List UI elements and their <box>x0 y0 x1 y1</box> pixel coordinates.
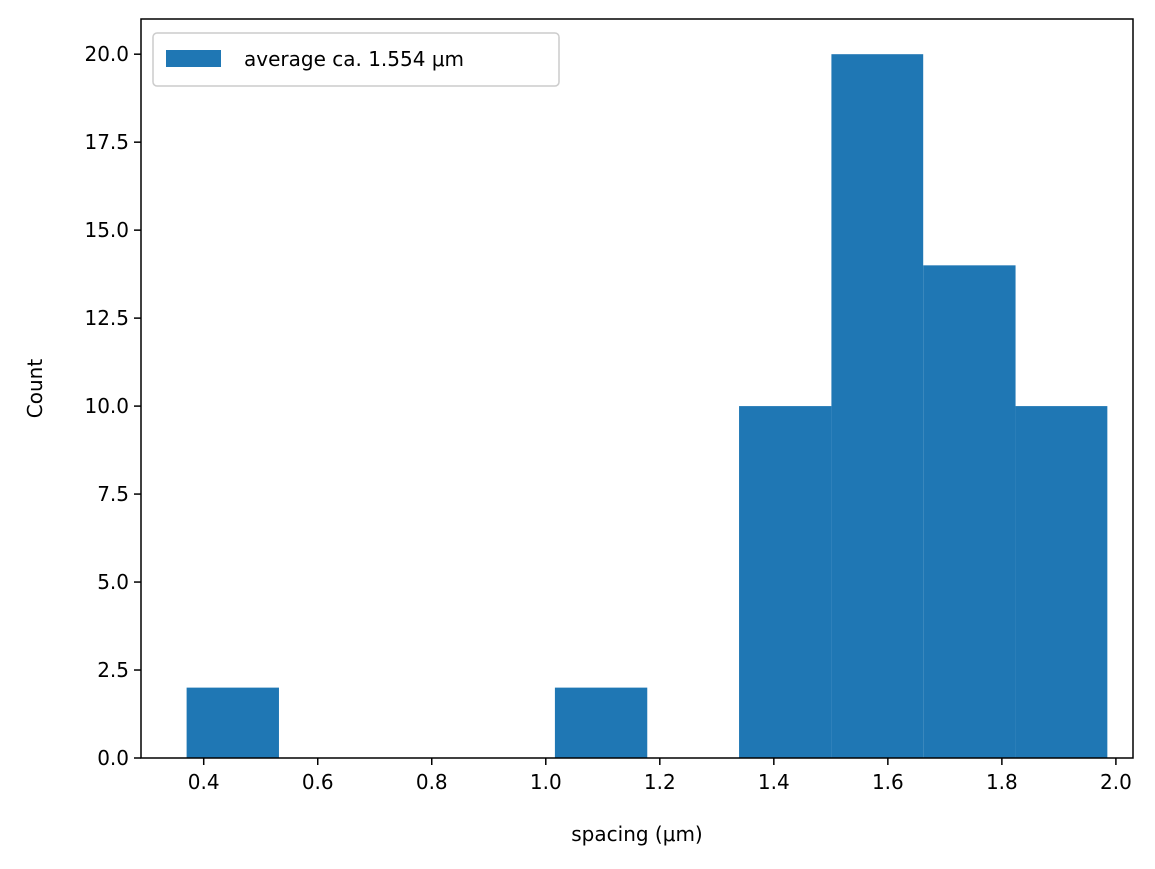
y-axis-ticks: 0.0 2.5 5.0 7.5 10.0 12.5 15.0 17.5 20.0 <box>84 42 141 770</box>
y-tick-label: 15.0 <box>84 218 129 242</box>
y-tick-label: 20.0 <box>84 42 129 66</box>
legend-box <box>152 32 560 87</box>
legend-label: average ca. 1.554 μm <box>244 47 464 71</box>
x-tick-label: 0.4 <box>188 770 220 794</box>
histogram-bar-4 <box>554 687 648 758</box>
histogram-bar-6 <box>739 406 832 758</box>
histogram-bar-8 <box>923 265 1016 758</box>
x-tick-label: 1.6 <box>872 770 904 794</box>
histogram-bar-9 <box>1015 406 1108 758</box>
x-tick-label: 0.8 <box>416 770 448 794</box>
x-tick-label: 0.6 <box>302 770 334 794</box>
y-tick-label: 7.5 <box>97 482 129 506</box>
x-tick-label: 1.2 <box>644 770 676 794</box>
y-tick-label: 12.5 <box>84 306 129 330</box>
y-tick-label: 10.0 <box>84 394 129 418</box>
x-axis-label: spacing (μm) <box>571 822 702 846</box>
x-tick-label: 1.4 <box>758 770 790 794</box>
y-tick-label: 0.0 <box>97 746 129 770</box>
x-tick-label: 2.0 <box>1100 770 1132 794</box>
legend-swatch <box>166 50 221 67</box>
histogram-bar-0 <box>186 687 279 758</box>
legend: average ca. 1.554 μm <box>152 32 560 87</box>
y-tick-label: 17.5 <box>84 130 129 154</box>
y-tick-label: 5.0 <box>97 570 129 594</box>
x-axis-ticks: 0.4 0.6 0.8 1.0 1.2 1.4 1.6 1.8 2.0 <box>188 758 1132 794</box>
histogram-bar-7 <box>831 54 924 758</box>
bars-group <box>186 54 1108 758</box>
x-tick-label: 1.8 <box>986 770 1018 794</box>
y-axis-label: Count <box>23 359 47 419</box>
y-tick-label: 2.5 <box>97 658 129 682</box>
x-tick-label: 1.0 <box>530 770 562 794</box>
axes-frame <box>140 18 1134 759</box>
